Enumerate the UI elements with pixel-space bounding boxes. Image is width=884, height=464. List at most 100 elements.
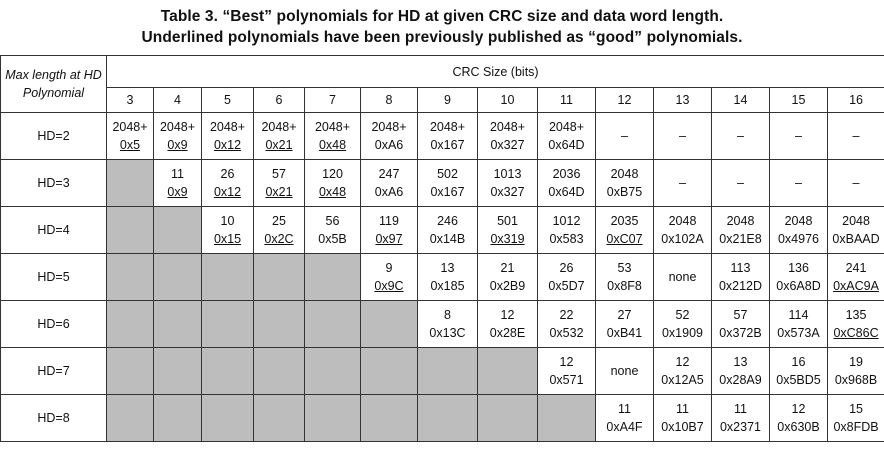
polynomial-value: 0x6A8D: [776, 279, 821, 293]
max-length-value: 241: [845, 261, 867, 275]
max-length-value: 502: [437, 167, 458, 181]
published-polynomial-value: 0xC07: [606, 232, 643, 246]
not-applicable-cell: [304, 347, 361, 395]
not-applicable-cell: [201, 394, 254, 442]
table-cell: 501 0x319: [477, 206, 538, 254]
max-length-value: 2048: [842, 214, 870, 228]
polynomial-value: 0xA6: [374, 185, 404, 199]
polynomial-value: 0x327: [490, 138, 525, 152]
table-cell: 25 0x2C: [253, 206, 305, 254]
table-cell: 2048+ 0xA6: [360, 112, 418, 160]
crc-size-column-header: 4: [153, 87, 202, 113]
table-cell: –: [826, 159, 884, 207]
max-length-value: 57: [272, 167, 286, 181]
table-row: HD=7 12 0x571 none 12 0x12A5 13 0x28A9 16 0x5BD5 1…: [0, 347, 884, 395]
table-cell: 13 0x28A9: [711, 347, 770, 395]
table-cell: 12 0x12A5: [653, 347, 712, 395]
table-cell: 2048 0x102A: [653, 206, 712, 254]
table-cell: 56 0x5B: [304, 206, 361, 254]
not-applicable-cell: [360, 394, 418, 442]
crc-size-column-header: 6: [253, 87, 305, 113]
table-cell: 2048 0xBAAD: [826, 206, 884, 254]
polynomial-value: 0x2371: [719, 420, 761, 434]
not-applicable-cell: [537, 394, 596, 442]
max-length-value: 1012: [552, 214, 581, 228]
table-cell: 2035 0xC07: [595, 206, 654, 254]
table-row: HD=8 11 0xA4F 11 0x10B7 11 0x2371 12 0x630B 15 0x8…: [0, 394, 884, 442]
polynomial-value: 0x8FDB: [833, 420, 879, 434]
not-applicable-cell: [153, 300, 202, 348]
table-cell: 11 0x10B7: [653, 394, 712, 442]
table-cell: –: [653, 159, 712, 207]
published-polynomial-value: 0x97: [375, 232, 403, 246]
table-cell: –: [769, 112, 828, 160]
table-cell: 10 0x15: [201, 206, 254, 254]
polynomial-value: 0x968B: [834, 373, 878, 387]
table-cell: 114 0x573A: [769, 300, 828, 348]
table-cell: 57 0x372B: [711, 300, 770, 348]
crc-size-column-header: 12: [595, 87, 654, 113]
not-applicable-cell: [417, 347, 478, 395]
max-length-value: 11: [171, 167, 184, 181]
crc-size-column-header: 10: [477, 87, 538, 113]
not-applicable-cell: [153, 206, 202, 254]
crc-size-column-header: 3: [106, 87, 154, 113]
not-applicable-cell: [477, 347, 538, 395]
table-cell: 13 0x185: [417, 253, 478, 301]
table-cell: 15 0x8FDB: [826, 394, 884, 442]
table-cell: 2048 0x21E8: [711, 206, 770, 254]
table-cell: 12 0x630B: [769, 394, 828, 442]
max-length-value: 113: [730, 261, 751, 275]
not-applicable-cell: [360, 347, 418, 395]
published-polynomial-value: 0x21: [265, 138, 293, 152]
max-length-value: 2048+: [371, 120, 407, 134]
max-length-value: 2048+: [209, 120, 246, 134]
table-cell: 21 0x2B9: [477, 253, 538, 301]
polynomial-value: 0x1909: [661, 326, 703, 340]
polynomial-value: 0x167: [430, 138, 465, 152]
polynomial-value: 0x13C: [429, 326, 466, 340]
published-polynomial-value: 0x9: [167, 138, 188, 152]
table-cell: 1012 0x583: [537, 206, 596, 254]
corner-label-length: Max length at HD: [5, 68, 102, 82]
published-polynomial-value: 0x15: [213, 232, 242, 246]
not-applicable-cell: [477, 394, 538, 442]
not-applicable-cell: [153, 347, 202, 395]
max-length-value: 12: [559, 355, 574, 369]
table-cell: 2048+ 0x167: [417, 112, 478, 160]
polynomial-value: 0xB75: [606, 185, 643, 199]
published-polynomial-value: 0x48: [318, 138, 347, 152]
not-applicable-cell: [253, 300, 305, 348]
max-length-value: 27: [617, 308, 632, 322]
published-polynomial-value: 0x2C: [264, 232, 294, 246]
polynomial-value: 0xBAAD: [832, 232, 880, 246]
hd-row-label: HD=8: [0, 394, 107, 442]
table-cell: none: [595, 347, 654, 395]
caption-line-1: Table 3. “Best” polynomials for HD at gi…: [160, 8, 724, 25]
table-row: HD=3 11 0x9 26 0x12 57 0x21 120 0x48 247 0xA6 502 0x…: [0, 159, 884, 207]
max-length-value: 13: [733, 355, 748, 369]
polynomial-value: 0x28A9: [719, 373, 762, 387]
not-applicable-cell: [106, 394, 154, 442]
hd-row-label: HD=5: [0, 253, 107, 301]
max-length-value: 11: [676, 402, 689, 416]
published-polynomial-value: 0x21: [265, 185, 293, 199]
polynomial-value: 0x102A: [661, 232, 704, 246]
table-caption: Table 3. “Best” polynomials for HD at gi…: [0, 6, 884, 48]
crc-size-column-header: 5: [201, 87, 254, 113]
published-polynomial-value: 0x5: [119, 138, 141, 152]
max-length-value: 25: [272, 214, 286, 228]
not-applicable-cell: [201, 300, 254, 348]
published-polynomial-value: 0x9: [167, 185, 188, 199]
max-length-value: 26: [220, 167, 235, 181]
not-applicable-cell: [360, 300, 418, 348]
polynomial-value: 0x28E: [489, 326, 526, 340]
max-length-value: 2048: [784, 214, 813, 228]
crc-size-column-header: 13: [653, 87, 712, 113]
not-applicable-cell: [106, 159, 154, 207]
not-applicable-cell: [417, 394, 478, 442]
max-length-value: 10: [220, 214, 235, 228]
polynomial-value: 0x64D: [548, 185, 585, 199]
max-length-value: 501: [497, 214, 518, 228]
max-length-value: 15: [849, 402, 863, 416]
